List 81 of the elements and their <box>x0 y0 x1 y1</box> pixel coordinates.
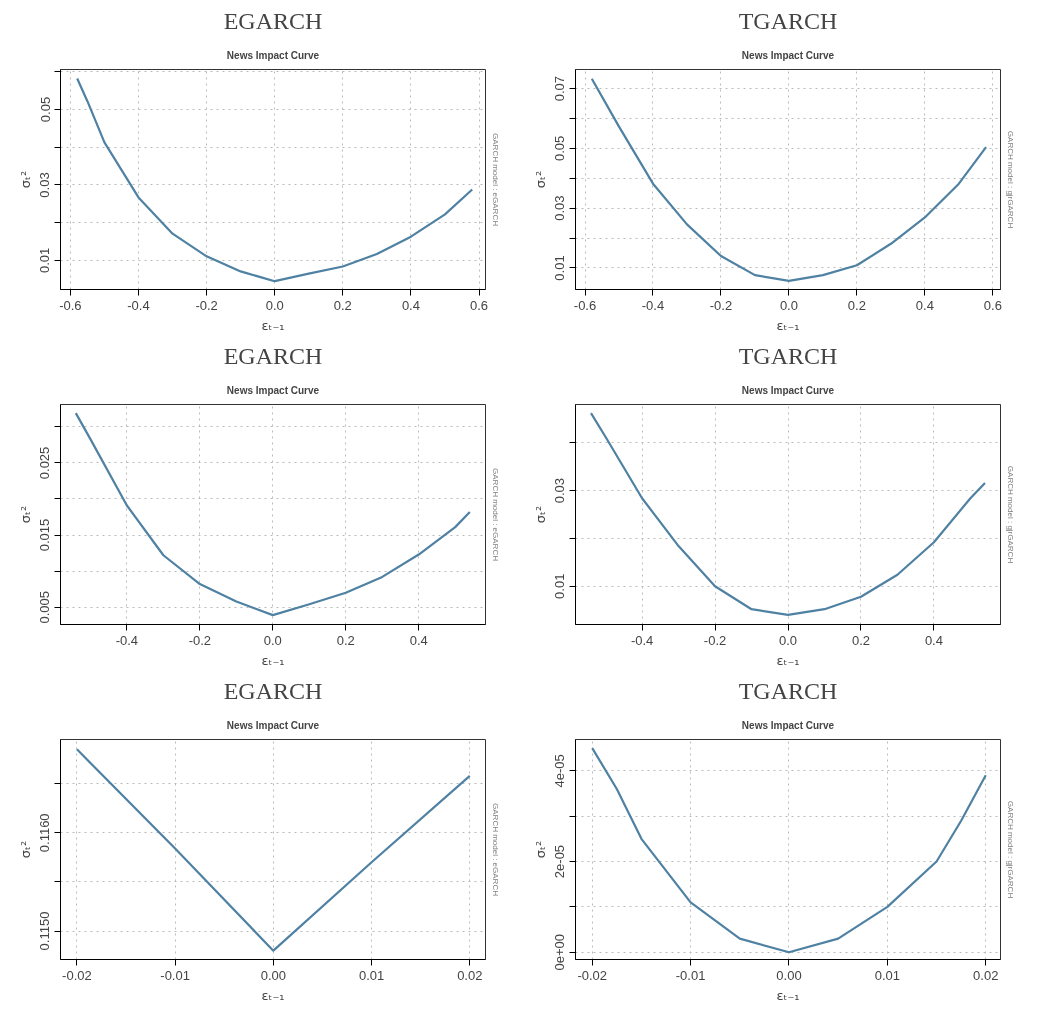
x-axis-title: εₜ₋₁ <box>261 987 285 1003</box>
x-tick-label: 0.00 <box>776 967 802 983</box>
x-tick-label: 0.02 <box>457 967 483 983</box>
x-tick-label: -0.02 <box>577 967 608 983</box>
y-axis-title: σₜ² <box>17 170 33 189</box>
x-tick-label: -0.01 <box>675 967 706 983</box>
chart-title: EGARCH <box>223 677 323 704</box>
y-axis-title: σₜ² <box>17 840 33 859</box>
chart-subtitle: News Impact Curve <box>741 719 835 731</box>
x-tick-label: 0.02 <box>973 967 999 983</box>
x-axis-title: εₜ₋₁ <box>261 317 285 333</box>
text: GARCH model : eGARCH <box>490 803 500 897</box>
x-tick-label: 0.01 <box>358 967 385 983</box>
y-tick-label: 2e-05 <box>552 844 568 879</box>
x-tick-label: 0.6 <box>983 297 1002 313</box>
x-tick-label: -0.6 <box>573 297 597 313</box>
chart-subtitle: News Impact Curve <box>741 384 835 396</box>
x-tick-label: 0.4 <box>409 632 428 648</box>
y-tick-label: 0.03 <box>552 477 568 504</box>
y-axis-title: σₜ² <box>532 840 548 859</box>
x-axis-title: εₜ₋₁ <box>776 987 800 1003</box>
x-tick-label: -0.2 <box>188 632 212 648</box>
x-axis-title: εₜ₋₁ <box>261 652 285 668</box>
text: GARCH model : gjrGARCH <box>1005 130 1015 229</box>
y-tick-label: 0.01 <box>37 247 53 274</box>
chart-title: EGARCH <box>223 7 323 34</box>
x-tick-label: -0.2 <box>709 297 733 313</box>
x-tick-label: 0.0 <box>778 632 798 648</box>
chart-subtitle: News Impact Curve <box>226 719 320 731</box>
y-tick-label: 0.015 <box>37 518 53 552</box>
x-axis-title: εₜ₋₁ <box>776 652 800 668</box>
x-tick-label: -0.6 <box>59 297 82 313</box>
x-tick-label: 0.4 <box>915 297 934 313</box>
x-tick-label: -0.4 <box>641 297 665 313</box>
x-tick-label: 0.2 <box>847 297 866 313</box>
x-tick-label: 0.4 <box>401 297 420 313</box>
y-tick-label: 0.1160 <box>37 813 53 853</box>
x-tick-label: 0.4 <box>924 632 943 648</box>
y-tick-label: 0.05 <box>37 96 53 123</box>
y-tick-label: 0.01 <box>552 255 568 281</box>
y-tick-label: 0.07 <box>552 75 568 102</box>
text: GARCH model : gjrGARCH <box>1005 800 1015 899</box>
chart-title: TGARCH <box>738 342 838 369</box>
y-tick-label: 0.01 <box>552 573 568 599</box>
x-tick-label: -0.02 <box>62 967 92 983</box>
y-tick-label: 0.1150 <box>37 911 53 951</box>
chart-title: TGARCH <box>738 677 838 704</box>
x-tick-label: -0.4 <box>115 632 139 648</box>
chart-subtitle: News Impact Curve <box>226 49 320 61</box>
y-tick-label: 0.03 <box>37 172 53 198</box>
x-tick-label: 0.0 <box>779 297 798 313</box>
y-tick-label: 0.005 <box>37 590 53 624</box>
y-tick-label: 0.03 <box>552 195 568 221</box>
x-tick-label: 0.00 <box>260 967 287 983</box>
chart-title: EGARCH <box>223 342 323 369</box>
text: GARCH model : eGARCH <box>490 133 500 227</box>
y-tick-label: 0.025 <box>37 446 53 480</box>
chart-subtitle: News Impact Curve <box>226 384 320 396</box>
x-tick-label: 0.0 <box>263 632 282 648</box>
x-tick-label: -0.2 <box>703 632 727 648</box>
x-tick-label: 0.2 <box>336 632 355 648</box>
y-tick-label: 0.05 <box>552 135 568 162</box>
x-tick-label: -0.01 <box>160 967 190 983</box>
text: GARCH model : gjrGARCH <box>1005 465 1015 564</box>
x-tick-label: -0.4 <box>127 297 150 313</box>
x-tick-label: 0.2 <box>333 297 352 313</box>
x-axis-title: εₜ₋₁ <box>776 317 800 333</box>
x-tick-label: 0.2 <box>851 632 870 648</box>
y-axis-title: σₜ² <box>532 170 548 189</box>
chart-title: TGARCH <box>738 7 838 34</box>
y-axis-title: σₜ² <box>532 505 548 524</box>
x-tick-label: -0.2 <box>195 297 218 313</box>
text: GARCH model : eGARCH <box>490 468 500 562</box>
y-tick-label: 4e-05 <box>552 754 568 788</box>
x-tick-label: 0.01 <box>874 967 901 983</box>
y-axis-title: σₜ² <box>17 505 33 524</box>
y-tick-label: 0e+00 <box>552 933 568 971</box>
x-tick-label: 0.6 <box>469 297 489 313</box>
x-tick-label: -0.4 <box>630 632 654 648</box>
x-tick-label: 0.0 <box>265 297 284 313</box>
chart-subtitle: News Impact Curve <box>741 49 835 61</box>
